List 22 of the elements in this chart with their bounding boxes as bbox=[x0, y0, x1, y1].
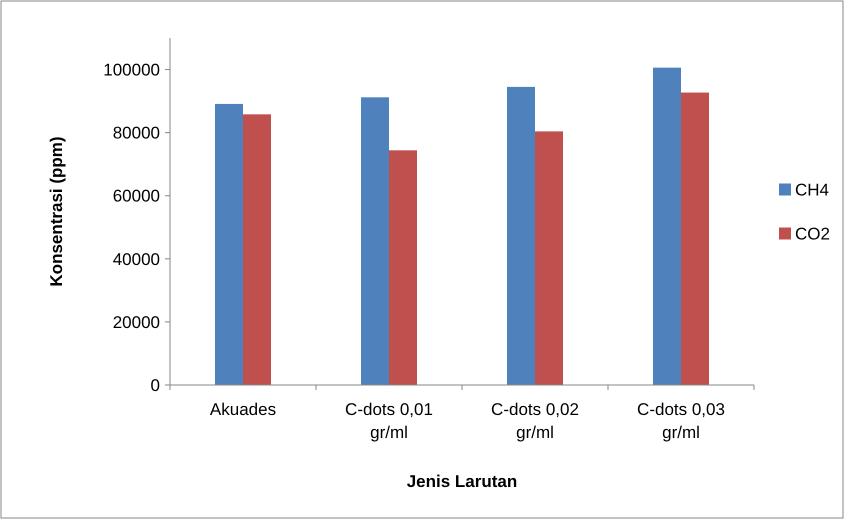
bar bbox=[361, 97, 389, 385]
bar bbox=[507, 86, 535, 385]
bar bbox=[653, 68, 681, 385]
y-tick-label: 100000 bbox=[103, 60, 160, 80]
bar bbox=[243, 114, 271, 385]
bar bbox=[215, 104, 243, 385]
y-tick-label: 80000 bbox=[112, 124, 160, 143]
x-axis-title: Jenis Larutan bbox=[406, 472, 518, 491]
y-tick-label: 40000 bbox=[112, 250, 160, 269]
y-tick-label: 0 bbox=[150, 376, 160, 395]
x-tick-label: C-dots 0,01 gr/ml bbox=[345, 400, 433, 442]
bar bbox=[681, 92, 709, 385]
y-tick-label: 60000 bbox=[112, 186, 160, 206]
legend-label: CH4 bbox=[795, 180, 830, 200]
bar bbox=[535, 131, 563, 385]
y-tick-label: 20000 bbox=[112, 312, 160, 332]
x-tick-label: C-dots 0,03 gr/ml bbox=[637, 400, 725, 442]
bar bbox=[389, 150, 417, 385]
y-axis-title: Konsentrasi (ppm) bbox=[47, 136, 66, 287]
x-tick-label: C-dots 0,02 gr/ml bbox=[491, 400, 579, 442]
x-tick-label: Akuades bbox=[210, 400, 276, 419]
legend-label: CO2 bbox=[795, 224, 830, 244]
